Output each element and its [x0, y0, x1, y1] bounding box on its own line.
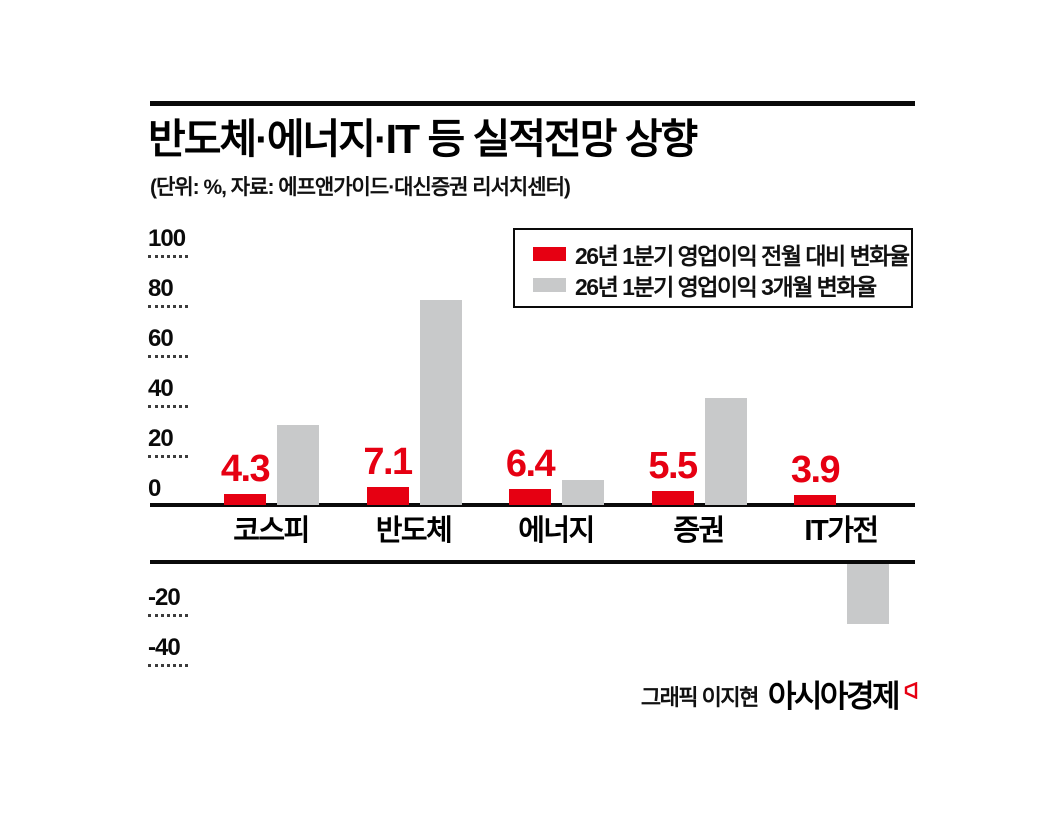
publisher-logo: 아시아경제 — [767, 679, 901, 714]
legend-swatch — [533, 277, 566, 292]
y-axis-label: -40 — [148, 634, 181, 661]
y-gridline — [148, 664, 188, 667]
legend-item: 26년 1분기 영업이익 전월 대비 변화율 — [533, 238, 911, 269]
bar-mom-change — [651, 491, 694, 505]
y-gridline — [148, 614, 188, 617]
bar-value-label: 7.1 — [363, 441, 413, 484]
bar-value-label: 5.5 — [648, 445, 698, 488]
legend: 26년 1분기 영업이익 전월 대비 변화율 26년 1분기 영업이익 3개월 변… — [513, 228, 913, 308]
bar-3month-change — [419, 300, 462, 505]
y-axis-label: 60 — [148, 325, 174, 352]
category-label: 반도체 — [375, 515, 453, 547]
bar-value-label: 6.4 — [505, 443, 556, 485]
y-axis-label: 0 — [148, 475, 161, 502]
category-label: 에너지 — [518, 515, 595, 547]
bar-value-label: 4.3 — [220, 448, 271, 491]
graphic-credit: 그래픽 이지현 — [640, 685, 760, 710]
y-gridline — [148, 305, 188, 308]
bar-3month-change — [847, 564, 889, 624]
bar-mom-change — [366, 487, 409, 505]
category-label: 코스피 — [233, 515, 310, 547]
legend-swatch — [533, 246, 566, 261]
y-gridline — [148, 255, 188, 258]
category-label: 증권 — [673, 515, 725, 547]
bar-mom-change — [509, 489, 551, 505]
zero-axis-line — [150, 503, 915, 507]
y-gridline — [148, 455, 188, 458]
bar-3month-change — [704, 397, 747, 505]
bar-mom-change — [224, 494, 266, 505]
legend-label: 26년 1분기 영업이익 전월 대비 변화율 — [575, 242, 910, 269]
chart-subtitle: (단위: %, 자료: 에프앤가이드·대신증권 리서치센터) — [150, 176, 571, 199]
y-axis-label: 80 — [148, 275, 174, 302]
legend-item: 26년 1분기 영업이익 3개월 변화율 — [533, 269, 911, 300]
bar-mom-change — [794, 495, 836, 505]
y-axis-label: 20 — [148, 425, 174, 452]
y-axis-label: 40 — [148, 375, 174, 402]
axis-break-line — [150, 560, 915, 564]
bar-3month-change — [277, 425, 319, 505]
y-gridline — [148, 405, 188, 408]
category-label: IT가전 — [804, 515, 879, 547]
top-rule — [150, 101, 915, 106]
asiae-logo-mark-icon — [904, 682, 918, 699]
y-gridline — [148, 355, 188, 358]
chart-title: 반도체·에너지·IT 등 실적전망 상향 — [148, 116, 698, 162]
footer: 그래픽 이지현 아시아경제 — [0, 680, 918, 714]
y-axis-label: 100 — [148, 225, 186, 252]
y-axis-label: -20 — [148, 584, 181, 611]
legend-label: 26년 1분기 영업이익 3개월 변화율 — [575, 273, 877, 300]
bar-3month-change — [562, 480, 604, 505]
bar-value-label: 3.9 — [790, 449, 841, 492]
